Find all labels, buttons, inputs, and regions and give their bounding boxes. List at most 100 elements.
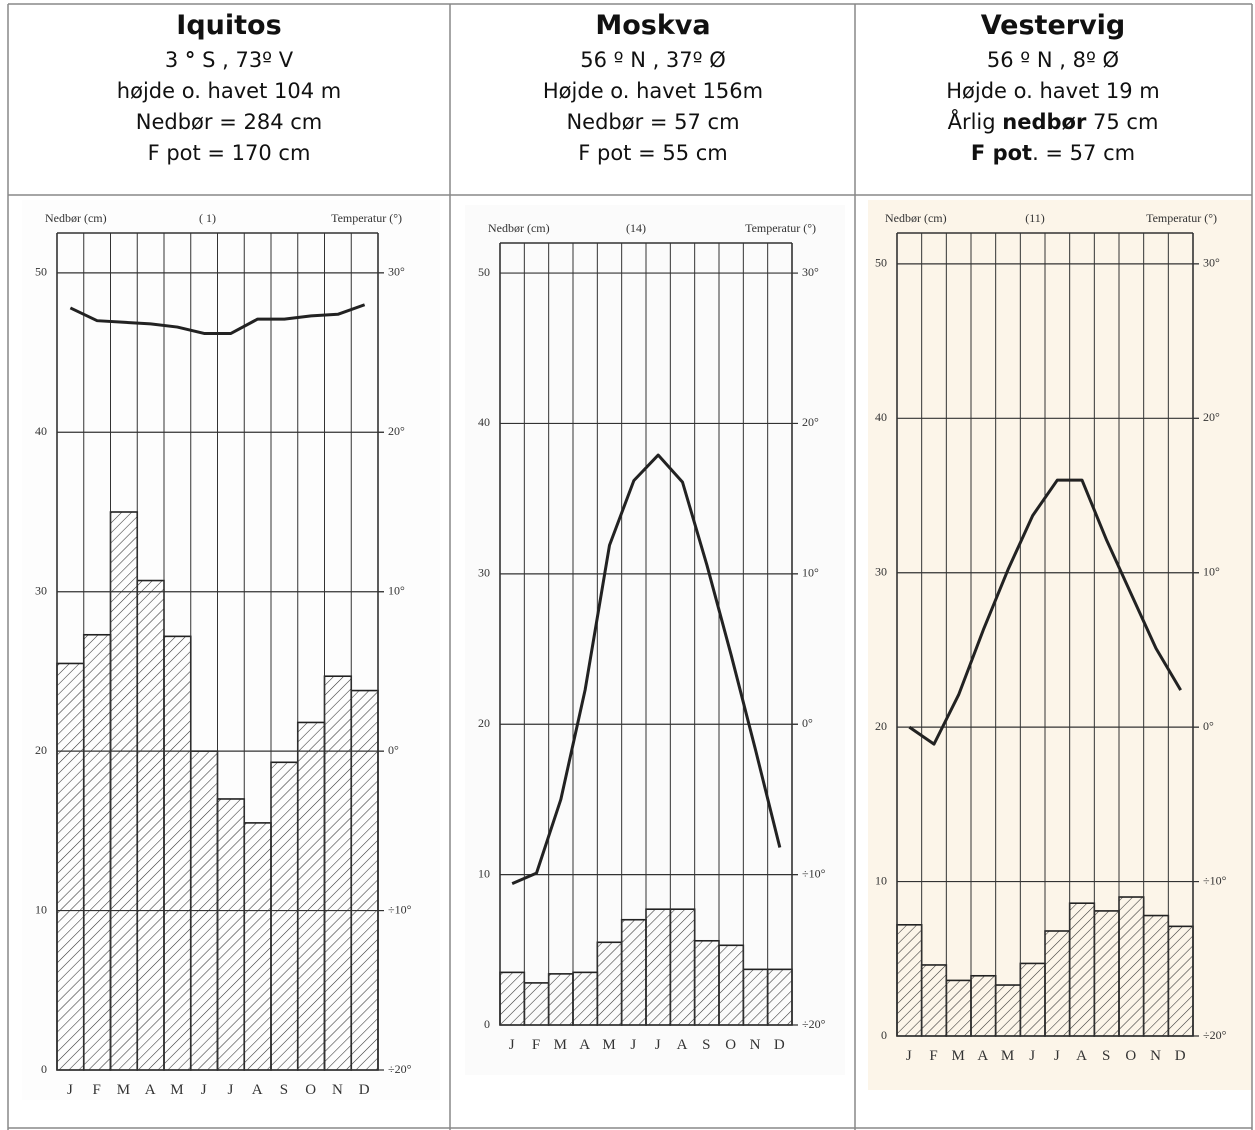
right-axis-label: Temperatur (°) xyxy=(331,211,402,225)
y-tick-label: 0 xyxy=(484,1017,490,1031)
month-label: J xyxy=(630,1037,637,1053)
y-tick-label: 30 xyxy=(35,583,47,597)
y2-tick-label: 30° xyxy=(1203,256,1220,270)
month-label: A xyxy=(579,1037,591,1053)
column-title: Vestervig xyxy=(981,10,1126,41)
header-line: F pot. = 57 cm xyxy=(971,141,1135,165)
month-label: S xyxy=(702,1037,711,1053)
month-label: J xyxy=(201,1082,208,1098)
month-label: F xyxy=(929,1048,938,1064)
y2-tick-label: 10° xyxy=(802,566,819,580)
precipitation-bar xyxy=(323,675,353,1071)
y-tick-label: 20 xyxy=(875,719,887,733)
header-line: Nedbør = 284 cm xyxy=(136,110,322,134)
month-label: F xyxy=(532,1037,541,1053)
temperature-line xyxy=(511,453,782,886)
bold-part: nedbør xyxy=(1002,110,1087,134)
y2-tick-label: 20° xyxy=(802,415,819,429)
precipitation-bar xyxy=(994,984,1022,1037)
right-axis-label: Temperatur (°) xyxy=(745,221,816,235)
y2-tick-label: 10° xyxy=(1203,564,1220,578)
chart-number: ( 1) xyxy=(199,211,216,225)
y2-tick-label: 0° xyxy=(388,743,399,757)
precipitation-bar xyxy=(56,662,85,1071)
month-label: A xyxy=(677,1037,689,1053)
month-label: N xyxy=(332,1082,344,1098)
precipitation-bar xyxy=(620,918,647,1026)
chart-number: (14) xyxy=(626,221,646,235)
month-label: O xyxy=(725,1037,737,1053)
text-part: . = 57 cm xyxy=(1032,141,1135,165)
y-tick-label: 10 xyxy=(35,902,47,916)
month-label: A xyxy=(1076,1048,1088,1064)
text-part: Årlig xyxy=(948,108,1003,134)
precipitation-bar xyxy=(718,944,745,1026)
header-line: Nedbør = 57 cm xyxy=(566,110,739,134)
precipitation-bar xyxy=(1044,930,1071,1037)
chart-number: (11) xyxy=(1025,211,1045,225)
y-tick-label: 50 xyxy=(478,265,490,279)
header-line: Højde o. havet 156m xyxy=(543,79,763,103)
precipitation-bar xyxy=(669,908,696,1026)
precipitation-bar xyxy=(243,822,272,1071)
temperature-line xyxy=(908,478,1182,746)
month-label: O xyxy=(305,1082,317,1098)
bold-part: ° xyxy=(185,48,196,72)
y2-tick-label: ÷20° xyxy=(388,1062,412,1076)
month-label: S xyxy=(1102,1048,1111,1064)
precipitation-bar xyxy=(296,721,326,1071)
month-label: A xyxy=(252,1082,264,1098)
y-tick-label: 0 xyxy=(41,1062,47,1076)
bold-part: F pot xyxy=(971,141,1032,165)
header-line: Årlig nedbør 75 cm xyxy=(948,108,1159,134)
y-tick-label: 30 xyxy=(875,564,887,578)
precipitation-bar xyxy=(270,761,299,1071)
month-label: J xyxy=(67,1082,74,1098)
month-label: J xyxy=(906,1048,913,1064)
y2-tick-label: ÷10° xyxy=(1203,873,1227,887)
text-part: S , 73º V xyxy=(195,48,293,72)
month-label: M xyxy=(554,1037,568,1053)
precipitation-bar xyxy=(920,964,948,1037)
precipitation-bar xyxy=(136,579,165,1071)
month-label: O xyxy=(1125,1048,1137,1064)
left-axis-label: Nedbør (cm) xyxy=(885,211,947,225)
column-title: Iquitos xyxy=(176,10,281,41)
y-tick-label: 50 xyxy=(875,256,887,270)
y2-tick-label: 10° xyxy=(388,583,405,597)
y2-tick-label: ÷20° xyxy=(1203,1028,1227,1042)
y2-tick-label: 0° xyxy=(802,716,813,730)
month-label: A xyxy=(145,1082,157,1098)
precipitation-bar xyxy=(572,971,599,1026)
text-part: 75 cm xyxy=(1086,110,1158,134)
month-label: J xyxy=(509,1037,516,1053)
y2-tick-label: ÷10° xyxy=(388,902,412,916)
y-tick-label: 30 xyxy=(478,566,490,580)
header-line: F pot = 55 cm xyxy=(578,141,728,165)
header-line: 3 ° S , 73º V xyxy=(165,48,294,72)
y-tick-label: 20 xyxy=(35,743,47,757)
precipitation-bar xyxy=(1142,914,1170,1037)
precipitation-bar xyxy=(896,924,923,1037)
precipitation-bar xyxy=(945,979,972,1037)
month-label: S xyxy=(280,1082,289,1098)
temperature-line xyxy=(69,303,366,335)
precipitation-bar xyxy=(82,633,112,1071)
header-line: F pot = 170 cm xyxy=(148,141,311,165)
y2-tick-label: ÷20° xyxy=(802,1017,826,1031)
header-line: 56 º N , 37º Ø xyxy=(580,48,726,72)
precipitation-bar xyxy=(1093,910,1120,1037)
header-line: Højde o. havet 19 m xyxy=(946,79,1160,103)
precipitation-bar xyxy=(1118,896,1145,1037)
y-tick-label: 10 xyxy=(478,866,490,880)
y-tick-label: 40 xyxy=(478,415,490,429)
y-tick-label: 20 xyxy=(478,716,490,730)
month-label: J xyxy=(655,1037,662,1053)
column-title: Moskva xyxy=(595,10,710,41)
month-label: F xyxy=(92,1082,101,1098)
month-label: M xyxy=(602,1037,616,1053)
right-axis-label: Temperatur (°) xyxy=(1146,211,1217,225)
month-label: D xyxy=(1175,1048,1187,1064)
